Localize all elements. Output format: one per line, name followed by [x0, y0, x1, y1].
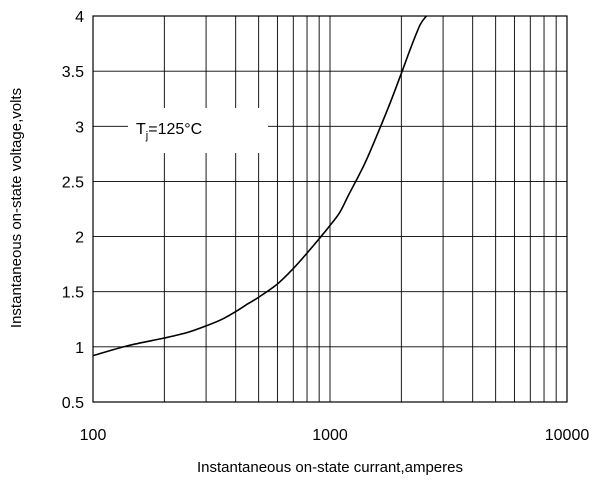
annotation-main: T	[136, 121, 146, 138]
y-tick-label: 2.5	[62, 174, 84, 191]
series-line	[92, 15, 428, 357]
y-axis-label: Instantaneous on-state voltage,volts	[8, 88, 25, 328]
annotation-background	[128, 108, 268, 153]
y-tick-label: 3.5	[62, 64, 84, 81]
y-tick-label: 4	[75, 9, 84, 26]
y-tick-label: 1.5	[62, 285, 84, 302]
y-tick-label: 3	[75, 119, 84, 136]
x-tick-label: 1000	[312, 427, 348, 444]
x-tick-label: 10000	[545, 427, 590, 444]
plot-area-frame	[92, 15, 568, 403]
x-axis-ticks: 100 1000 10000	[80, 427, 590, 444]
x-tick-label: 100	[80, 427, 107, 444]
y-tick-label: 0.5	[62, 395, 84, 412]
junction-temperature-annotation: Tj=125°C	[136, 121, 202, 142]
x-axis-label: Instantaneous on-state currant,amperes	[197, 459, 463, 476]
y-tick-label: 2	[75, 230, 84, 247]
annotation-suffix: =125°C	[148, 121, 202, 138]
series-group	[92, 15, 428, 357]
annotation-subscript: j	[145, 130, 148, 142]
y-axis-ticks: 0.5 1 1.5 2 2.5 3 3.5 4	[62, 9, 84, 412]
grid-lines	[93, 16, 567, 402]
y-tick-label: 1	[75, 340, 84, 357]
